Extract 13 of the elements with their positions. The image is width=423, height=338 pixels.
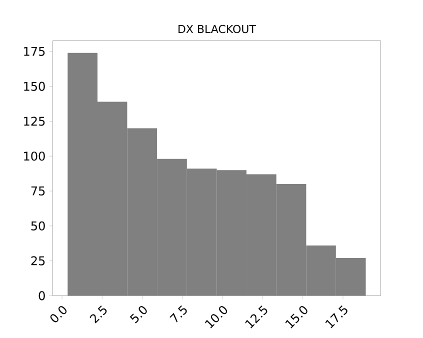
y-tick-label: 150 — [24, 82, 45, 91]
x-tick-label: 7.5 — [170, 305, 187, 322]
y-tick-label: 175 — [24, 46, 45, 56]
y-tick-label: 125 — [24, 116, 45, 126]
y-tick-label: 50 — [31, 221, 45, 230]
x-tick-label: 0.0 — [50, 306, 67, 322]
y-tick-label: 25 — [31, 256, 45, 266]
chart-title: DX BLACKOUT — [178, 24, 256, 34]
y-tick-label: 0 — [38, 291, 45, 300]
x-tick-label: 5.0 — [130, 306, 147, 324]
x-tick-label: 2.5 — [90, 306, 107, 324]
y-tick-label: 100 — [24, 152, 45, 161]
y-tick-label: 75 — [31, 186, 45, 196]
